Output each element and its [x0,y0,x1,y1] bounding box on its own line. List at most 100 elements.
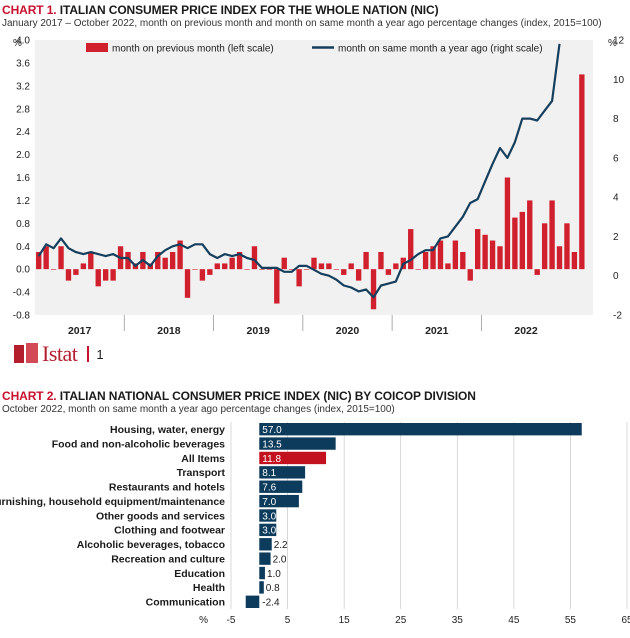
chart1-bar-mom [445,263,451,270]
chart1-bar-mom [229,257,235,270]
chart1-subtitle: January 2017 – October 2022, month on pr… [2,18,602,29]
chart2-category-label: Recreation and culture [111,553,225,565]
chart2-value-label: 57.0 [262,425,282,436]
chart1-bar-mom [103,269,109,281]
istat-logo: Istat 1 [14,341,104,366]
chart1-bar-mom [370,269,377,310]
chart1-bar-mom [415,269,421,270]
istat-logo-mark [14,343,38,365]
chart1-right-unit: % [608,38,617,49]
chart2-category-label: Clothing and footwear [114,525,225,537]
chart2-tick: 25 [395,615,407,626]
chart1-left-tick: 0.8 [16,219,30,230]
chart2-bar [245,595,260,608]
chart1-bar-mom [274,269,280,304]
chart1-year-label: 2022 [514,325,538,337]
chart1-left-tick: 2.4 [16,127,30,138]
chart1-right-tick: 2 [613,232,619,243]
chart1-bar-mom [333,269,339,270]
chart2-tick: 15 [339,615,351,626]
chart1-bar-mom [341,269,347,275]
chart2-tick: 45 [508,615,520,626]
chart2-bar [259,480,303,493]
chart1-bar-mom [564,223,570,270]
chart2-number: CHART 2. [2,389,57,403]
chart2-value-label: 7.6 [262,483,276,494]
chart1-legend-bar-swatch [86,43,108,52]
chart1-bar-mom [467,269,473,281]
chart2-tick: 5 [285,615,291,626]
chart2-category-label: Furnishing, household equipment/maintena… [0,496,225,508]
chart1-left-tick: -0.4 [13,288,31,299]
chart2-title-text: ITALIAN NATIONAL CONSUMER PRICE INDEX (N… [59,389,476,403]
chart1-right-tick: 12 [613,36,625,47]
chart1-bar-mom [244,269,250,270]
chart1-bar-mom [43,246,49,270]
chart2-category-label: Other goods and services [96,510,225,522]
chart1-bar-mom [430,246,436,270]
istat-logo-text: Istat [42,341,78,366]
chart2-bar [259,581,264,594]
chart1-right-tick: 4 [613,193,619,204]
chart2-category-label: Education [174,568,225,580]
chart2-bar [259,466,306,479]
chart1-left-tick: 1.6 [16,173,30,184]
chart2-tick: -5 [227,615,236,626]
chart2-category-label: Transport [177,467,226,479]
chart1-bar-mom [251,246,258,270]
chart1-year-label: 2018 [157,325,181,337]
chart1-bar-mom [489,240,496,270]
chart1-bar-mom [214,263,220,270]
chart1-bar-mom [311,257,317,270]
chart1-left-tick: 1.2 [16,196,30,207]
chart2-value-label: 0.8 [266,583,280,594]
chart1-bar-mom [184,269,191,298]
chart1-year-label: 2021 [425,325,449,337]
chart1-bar-mom [534,269,540,275]
chart1-right-tick: 0 [613,271,619,282]
chart1-year-label: 2017 [68,325,92,337]
chart2-value-label: 2.2 [274,540,288,551]
chart1-bar-mom [169,251,176,270]
chart2-value-label: 11.8 [262,454,281,465]
chart1-left-tick: 3.6 [16,58,30,69]
chart2-value-label: 1.0 [267,569,281,580]
chart1-left-tick: 2.0 [16,150,30,161]
chart2-bar [259,423,582,436]
chart2-category-label: Food and non-alcoholic beverages [52,438,225,450]
chart2-bar [259,494,299,508]
chart1-left-tick: -0.8 [13,311,31,322]
chart1-bar-mom [236,251,243,270]
chart1-bar-mom [162,257,168,270]
chart1-bar-mom [192,269,198,270]
chart1-title: CHART 1. ITALIAN CONSUMER PRICE INDEX FO… [2,3,439,17]
chart1-legend-bar: month on previous month (left scale) [112,44,274,55]
logo-separator [87,346,90,362]
chart1-bar-mom [482,234,488,270]
chart2-bar [259,566,265,580]
chart2-title: CHART 2. ITALIAN NATIONAL CONSUMER PRICE… [2,389,476,403]
chart1-bar-mom [571,251,578,270]
chart2-category-label: Health [193,582,225,594]
chart1-bar-mom [549,200,555,270]
chart1-bar-mom [36,251,42,270]
chart1-left-tick: 3.2 [16,81,30,92]
chart2-value-label: 7.0 [262,497,276,508]
chart1-bar-mom [207,269,213,275]
chart2-subtitle: October 2022, month on same month a year… [2,404,395,415]
chart2-bar [259,538,272,551]
chart1-bar-mom [266,269,273,270]
chart2-tick: 35 [452,615,464,626]
chart1-left-tick: 2.8 [16,104,30,115]
chart1-bar-mom [125,251,131,270]
chart1-right-tick: 6 [613,153,619,164]
chart1-bar-mom [177,240,183,270]
chart2-bar [259,451,327,465]
chart1-bar-mom [527,200,533,270]
chart1-bar-mom [303,269,310,270]
chart2-value-label: -2.4 [262,598,280,609]
chart2-category-label: All Items [181,453,225,465]
chart1-bar-mom [355,269,362,281]
chart2-value-label: 8.1 [262,468,276,479]
chart1-left-unit: % [13,38,22,49]
